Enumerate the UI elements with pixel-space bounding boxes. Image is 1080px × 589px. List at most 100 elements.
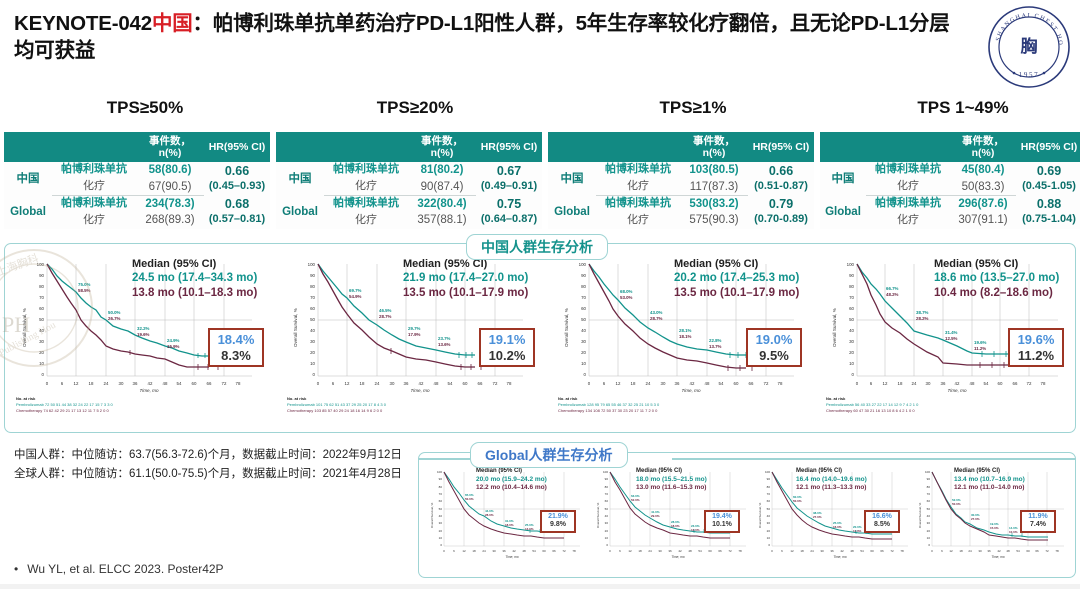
table-row: 化疗 307(91.1) [820, 212, 1080, 229]
svg-text:10: 10 [581, 361, 586, 366]
svg-text:36: 36 [668, 549, 672, 553]
median-chemo: 13.8 mo (10.1–18.3 mo) [132, 287, 258, 300]
svg-text:40: 40 [39, 328, 44, 333]
cell-events-pembro: 322(80.4) [408, 195, 476, 213]
svg-text:60: 60 [192, 381, 197, 386]
svg-text:Time, mo: Time, mo [139, 388, 159, 393]
svg-text:72: 72 [1045, 549, 1049, 553]
svg-text:Overall Survival, %: Overall Survival, % [564, 308, 569, 347]
svg-text:24: 24 [482, 549, 486, 553]
table-row: Global 帕博利珠单抗 234(78.3) 0.68 (0.57–0.81) [4, 195, 270, 229]
svg-text:30: 30 [605, 521, 609, 525]
median-pembro: 18.6 mo (13.5–27.0 mo) [934, 272, 1060, 285]
svg-text:40: 40 [849, 328, 854, 333]
cell-events-pembro: 81(80.2) [408, 162, 476, 179]
svg-text:42: 42 [997, 549, 1001, 553]
svg-text:18: 18 [360, 381, 365, 386]
milestone-12mo: 63.0% 52.0% [631, 494, 640, 502]
svg-text:60: 60 [708, 549, 712, 553]
svg-text:80: 80 [39, 284, 44, 289]
median-pembro: 24.5 mo (17.4–34.3 mo) [132, 272, 258, 285]
svg-text:100: 100 [765, 470, 770, 474]
table-row: 化疗 50(83.3) [820, 178, 1080, 196]
svg-text:40: 40 [310, 328, 315, 333]
svg-text:60: 60 [734, 381, 739, 386]
svg-text:54: 54 [177, 381, 182, 386]
svg-text:70: 70 [849, 295, 854, 300]
svg-text:72: 72 [493, 381, 498, 386]
table-tps1: 事件数，n(%) HR(95% CI) 中国 帕博利珠单抗 103(80.5) … [548, 132, 814, 229]
svg-text:50: 50 [310, 317, 315, 322]
milestone-36mo: 28.1% 18.1% [679, 328, 692, 339]
svg-text:0: 0 [928, 543, 930, 547]
milestone-48mo: 20.0% 11.0% [853, 525, 862, 533]
cell-group: Global [276, 195, 324, 229]
th-arm [52, 132, 136, 163]
svg-text:18: 18 [959, 549, 963, 553]
svg-text:24: 24 [968, 549, 972, 553]
svg-text:72: 72 [890, 549, 894, 553]
svg-text:90: 90 [39, 273, 44, 278]
table-row: 中国 帕博利珠单抗 81(80.2) 0.67 (0.49–0.91) [276, 162, 542, 196]
svg-text:0: 0 [317, 381, 320, 386]
svg-text:20: 20 [927, 529, 931, 533]
svg-text:54: 54 [698, 549, 702, 553]
cell-arm-pembro: 帕博利珠单抗 [324, 195, 408, 213]
km-plot-china-tps50: 100 90 80 70 60 50 40 30 20 10 0 0 6 12 18 24 30 36… [12, 252, 270, 426]
svg-text:70: 70 [605, 492, 609, 496]
page-title: KEYNOTE-042中国：帕博利珠单抗单药治疗PD-L1阳性人群，5年生存率较… [14, 10, 954, 64]
svg-text:100: 100 [437, 470, 442, 474]
svg-text:Overall Survival, %: Overall Survival, % [918, 502, 922, 528]
svg-text:10: 10 [310, 361, 315, 366]
svg-text:10: 10 [927, 536, 931, 540]
th-group [276, 132, 324, 163]
svg-text:80: 80 [849, 284, 854, 289]
th-events: 事件数，n(%) [136, 132, 204, 163]
milestone-24mo: 41.0% 29.0% [651, 510, 660, 518]
risk-row-chemo-label: Chemotherapy [826, 407, 853, 413]
risk-row-chemo-values: 134 108 72 50 37 30 23 20 17 11 7 2 0 0 [585, 407, 658, 413]
svg-text:36: 36 [941, 381, 946, 386]
svg-text:30: 30 [310, 339, 315, 344]
svg-text:Overall Survival, %: Overall Survival, % [293, 308, 298, 347]
svg-text:6: 6 [453, 549, 455, 553]
svg-text:50: 50 [39, 317, 44, 322]
svg-text:24: 24 [648, 549, 652, 553]
svg-text:Overall Survival, %: Overall Survival, % [832, 308, 837, 347]
svg-text:12: 12 [628, 549, 632, 553]
th-arm [324, 132, 408, 163]
svg-text:20: 20 [849, 350, 854, 355]
cell-arm-pembro: 帕博利珠单抗 [866, 162, 950, 179]
cell-events-chemo: 357(88.1) [408, 212, 476, 229]
rate-pembro: 19.6% [1017, 332, 1055, 347]
svg-text:78: 78 [236, 381, 241, 386]
svg-text:6: 6 [781, 549, 783, 553]
milestone-24mo: 30.0% 27.0% [971, 513, 980, 521]
svg-text:30: 30 [820, 549, 824, 553]
svg-text:60: 60 [463, 381, 468, 386]
milestone-36mo: 32.2% 19.6% [137, 326, 150, 337]
milestone-36mo: 25.0% 16.0% [833, 521, 842, 529]
svg-text:20: 20 [310, 350, 315, 355]
risk-row-pembro-values: 128 95 79 65 55 46 37 32 25 21 10 5 3 0 [586, 401, 660, 407]
svg-text:90: 90 [439, 477, 443, 481]
svg-text:36: 36 [133, 381, 138, 386]
cell-events-pembro: 103(80.5) [680, 162, 748, 179]
cell-events-chemo: 90(87.4) [408, 178, 476, 196]
svg-text:80: 80 [439, 485, 443, 489]
cell-events-pembro: 234(78.3) [136, 195, 204, 213]
svg-text:90: 90 [767, 477, 771, 481]
svg-text:42: 42 [955, 381, 960, 386]
cell-arm-chemo: 化疗 [866, 212, 950, 229]
svg-text:80: 80 [310, 284, 315, 289]
svg-text:36: 36 [675, 381, 680, 386]
km-plot-china-tps1: 100 90 80 70 60 50 40 30 20 10 0 0 6 12 18 24 30 36… [554, 252, 812, 426]
table-tps50: 事件数， n(%) HR(95% CI) 中国 帕博利珠单抗 58(80.6) 0… [4, 132, 270, 229]
svg-text:0: 0 [852, 372, 855, 377]
svg-text:72: 72 [728, 549, 732, 553]
svg-text:20: 20 [439, 529, 443, 533]
tps-caption-2: TPS≥1% [659, 98, 727, 117]
svg-text:10: 10 [605, 536, 609, 540]
svg-text:40: 40 [439, 514, 443, 518]
